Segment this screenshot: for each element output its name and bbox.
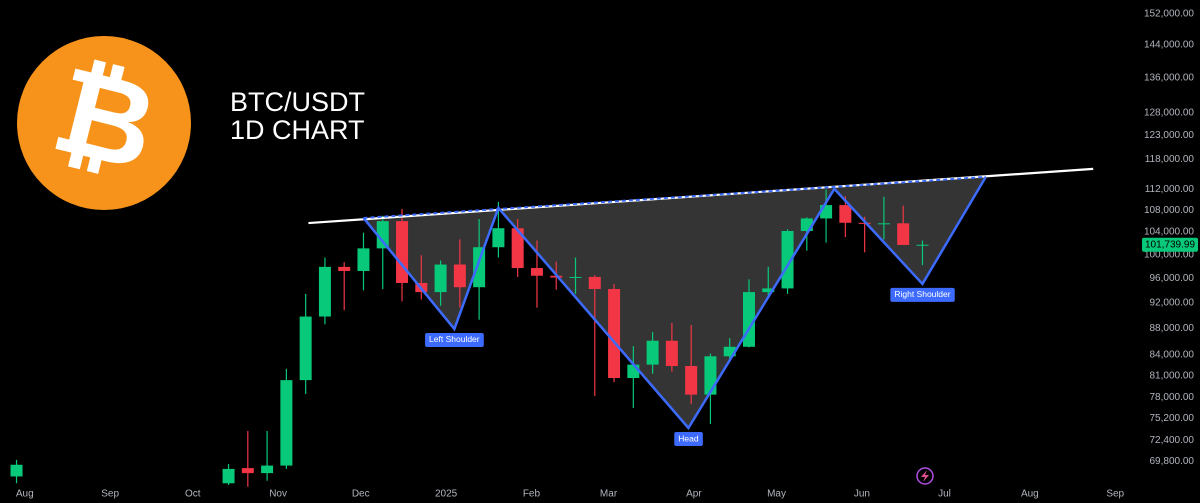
candle-body bbox=[299, 316, 312, 381]
y-tick-label: 144,000.00 bbox=[1144, 40, 1194, 51]
pattern-label-text: Left Shoulder bbox=[429, 334, 480, 344]
pattern-label: Right Shoulder bbox=[890, 287, 955, 302]
y-tick-label: 118,000.00 bbox=[1145, 154, 1195, 165]
candle-body bbox=[839, 205, 852, 223]
x-tick-label: Nov bbox=[269, 489, 287, 500]
x-tick-label: Sep bbox=[101, 489, 119, 500]
last-price-box bbox=[1142, 237, 1198, 252]
pattern-label-text: Right Shoulder bbox=[894, 289, 950, 299]
y-tick-label: 96,000.00 bbox=[1150, 273, 1195, 284]
candle-body bbox=[646, 340, 659, 365]
plot-area: Left Shoulder Head Right Shoulder bbox=[10, 167, 1094, 487]
y-tick-label: 104,000.00 bbox=[1144, 227, 1194, 238]
candle-body bbox=[742, 292, 755, 347]
pattern-area bbox=[363, 176, 986, 429]
y-tick-label: 108,000.00 bbox=[1144, 205, 1194, 216]
candle-body bbox=[318, 266, 331, 317]
y-tick-label: 123,000.00 bbox=[1144, 130, 1194, 141]
x-tick-label: Apr bbox=[686, 489, 702, 500]
candle-body bbox=[280, 380, 293, 466]
y-tick-label: 72,400.00 bbox=[1150, 435, 1195, 446]
pattern-label-box bbox=[890, 287, 955, 302]
y-tick-label: 92,000.00 bbox=[1150, 297, 1195, 308]
candle-body bbox=[376, 221, 389, 249]
icon-ring bbox=[916, 467, 934, 485]
candle-body bbox=[261, 465, 274, 474]
pattern-label: Head bbox=[674, 432, 703, 447]
candle-body bbox=[492, 228, 505, 248]
x-tick-label: Jun bbox=[854, 489, 870, 500]
y-tick-label: 112,000.00 bbox=[1145, 184, 1195, 195]
candle-body bbox=[222, 468, 235, 484]
x-tick-label: 2025 bbox=[435, 489, 458, 500]
indicator-icon bbox=[916, 467, 934, 485]
x-tick-label: Dec bbox=[352, 489, 370, 500]
candle-body bbox=[665, 340, 678, 367]
y-tick-label: 81,000.00 bbox=[1150, 370, 1195, 381]
x-tick-label: Oct bbox=[185, 489, 201, 500]
x-tick-label: Jul bbox=[938, 489, 951, 500]
candle-body bbox=[357, 248, 370, 271]
y-tick-label: 84,000.00 bbox=[1150, 350, 1195, 361]
chart-subtitle: 1D CHART bbox=[230, 115, 365, 145]
candle-body bbox=[511, 228, 524, 269]
candle-body bbox=[897, 223, 910, 245]
pattern-label-box bbox=[425, 332, 484, 347]
candle-body bbox=[453, 264, 466, 288]
last-price-label: 101,739.99 bbox=[1145, 239, 1195, 250]
candle-body bbox=[473, 247, 486, 288]
pattern-label: Left Shoulder bbox=[425, 332, 484, 347]
x-tick-label: May bbox=[767, 489, 786, 500]
candle-body bbox=[762, 288, 775, 293]
y-tick-label: 78,000.00 bbox=[1150, 392, 1195, 403]
x-tick-label: Feb bbox=[523, 489, 541, 500]
candle-body bbox=[588, 276, 601, 290]
logo-circle bbox=[17, 36, 191, 210]
candle-body bbox=[781, 230, 794, 289]
candle-body bbox=[916, 244, 929, 246]
pattern-label-text: Head bbox=[678, 433, 699, 443]
y-tick-label: 100,000.00 bbox=[1144, 249, 1194, 260]
y-tick-label: 152,000.00 bbox=[1144, 8, 1194, 19]
candle-body bbox=[627, 364, 640, 378]
x-tick-label: Aug bbox=[16, 489, 34, 500]
icon-bolt bbox=[921, 470, 929, 482]
candle-body bbox=[685, 366, 698, 395]
candle-body bbox=[723, 346, 736, 357]
candle-body bbox=[877, 223, 890, 225]
y-tick-label: 69,800.00 bbox=[1150, 456, 1195, 467]
candle-body bbox=[434, 264, 447, 293]
y-tick-label: 88,000.00 bbox=[1150, 323, 1195, 334]
candle-body bbox=[396, 221, 409, 283]
x-tick-label: Aug bbox=[1021, 489, 1039, 500]
candle-body bbox=[241, 468, 254, 474]
candle-body bbox=[10, 464, 23, 477]
pattern-top-dashed bbox=[363, 175, 986, 219]
y-tick-label: 75,200.00 bbox=[1150, 413, 1195, 424]
candle-body bbox=[569, 276, 582, 278]
y-tick-label: 136,000.00 bbox=[1144, 72, 1194, 83]
x-tick-label: Sep bbox=[1106, 489, 1124, 500]
x-tick-label: Mar bbox=[600, 489, 618, 500]
pattern-line bbox=[362, 176, 987, 431]
logo: ₿ bbox=[17, 36, 191, 210]
chart-title: BTC/USDT bbox=[230, 87, 365, 117]
candle-body bbox=[704, 356, 717, 395]
candle-body bbox=[530, 268, 543, 276]
pattern-label-box bbox=[674, 432, 703, 447]
candle-body bbox=[608, 289, 621, 378]
y-tick-label: 128,000.00 bbox=[1144, 107, 1194, 118]
candle-body bbox=[338, 266, 351, 271]
